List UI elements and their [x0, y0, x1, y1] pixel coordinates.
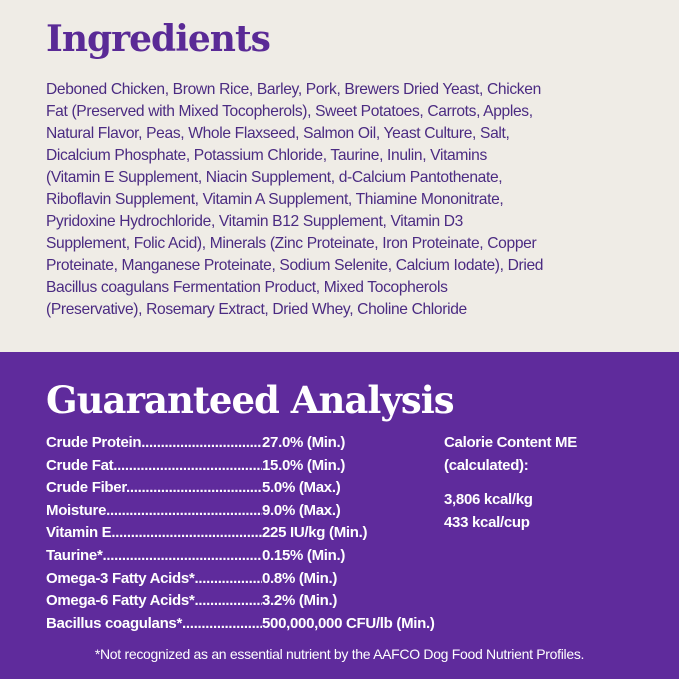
- analysis-title: Guaranteed Analysis: [46, 378, 455, 422]
- calorie-content: Calorie Content ME (calculated): 3,806 k…: [444, 432, 577, 534]
- ingredients-list: Deboned Chicken, Brown Rice, Barley, Por…: [46, 79, 543, 321]
- nutrient-label: Taurine*................................…: [46, 546, 262, 564]
- nutrient-label: Moisture................................…: [46, 501, 262, 519]
- analysis-row: Moisture................................…: [46, 500, 341, 523]
- nutrient-value: 5.0% (Max.): [262, 479, 341, 497]
- ingredients-line: (Vitamin E Supplement, Niacin Supplement…: [46, 169, 503, 186]
- nutrient-label: Vitamin E...............................…: [46, 524, 262, 542]
- ingredients-section: Ingredients Deboned Chicken, Brown Rice,…: [0, 0, 679, 352]
- ingredients-line: Supplement, Folic Acid), Minerals (Zinc …: [46, 235, 537, 252]
- nutrient-value: 0.8% (Min.): [262, 569, 338, 587]
- nutrient-label: Crude Protein...........................…: [46, 434, 262, 451]
- calorie-heading: Calorie Content ME: [444, 434, 577, 451]
- nutrient-value: 3.2% (Min.): [262, 592, 338, 610]
- ingredients-line: Proteinate, Manganese Proteinate, Sodium…: [46, 257, 544, 274]
- analysis-row: Taurine*................................…: [46, 545, 345, 568]
- ingredients-line: Pyridoxine Hydrochloride, Vitamin B12 Su…: [46, 213, 464, 230]
- nutrient-value: 27.0% (Min.): [262, 434, 346, 451]
- ingredients-line: Riboflavin Supplement, Vitamin A Supplem…: [46, 191, 504, 208]
- ingredients-title: Ingredients: [46, 18, 271, 60]
- ingredients-line: Dicalcium Phosphate, Potassium Chloride,…: [46, 147, 487, 164]
- ingredients-line: Bacillus coagulans Fermentation Product,…: [46, 279, 448, 296]
- ingredients-line: Deboned Chicken, Brown Rice, Barley, Por…: [46, 81, 541, 98]
- analysis-row: Vitamin E...............................…: [46, 522, 368, 545]
- nutrient-value: 9.0% (Max.): [262, 501, 341, 519]
- analysis-row: Omega-3 Fatty Acids*....................…: [46, 568, 337, 591]
- analysis-row: Bacillus coagulans*.....................…: [46, 613, 435, 636]
- ingredients-line: (Preservative), Rosemary Extract, Dried …: [46, 301, 467, 318]
- calorie-per-kg: 3,806 kcal/kg: [444, 491, 533, 509]
- calorie-heading-sub: (calculated):: [444, 456, 529, 474]
- ingredients-line: Fat (Preserved with Mixed Tocopherols), …: [46, 103, 533, 120]
- nutrient-value: 500,000,000 CFU/lb (Min.): [262, 614, 435, 632]
- nutrient-value: 0.15% (Min.): [262, 546, 346, 564]
- nutrient-value: 15.0% (Min.): [262, 456, 346, 474]
- analysis-row: Crude Fiber.............................…: [46, 477, 341, 500]
- nutrient-label: Crude Fiber.............................…: [46, 479, 262, 497]
- nutrient-label: Omega-6 Fatty Acids*....................…: [46, 592, 262, 610]
- footnote: *Not recognized as an essential nutrient…: [94, 646, 585, 662]
- nutrient-value: 225 IU/kg (Min.): [262, 524, 368, 542]
- analysis-row: Omega-6 Fatty Acids*....................…: [46, 590, 337, 613]
- nutrient-label: Bacillus coagulans*.....................…: [46, 614, 262, 632]
- nutrient-label: Crude Fat...............................…: [46, 456, 262, 474]
- analysis-row: Crude Protein...........................…: [46, 432, 345, 455]
- guaranteed-analysis-section: Guaranteed Analysis Crude Protein.......…: [0, 352, 679, 679]
- calorie-per-cup: 433 kcal/cup: [444, 513, 530, 531]
- analysis-table: Crude Protein...........................…: [46, 432, 435, 636]
- analysis-row: Crude Fat...............................…: [46, 455, 345, 478]
- ingredients-line: Natural Flavor, Peas, Whole Flaxseed, Sa…: [46, 125, 510, 142]
- nutrient-label: Omega-3 Fatty Acids*....................…: [46, 569, 262, 587]
